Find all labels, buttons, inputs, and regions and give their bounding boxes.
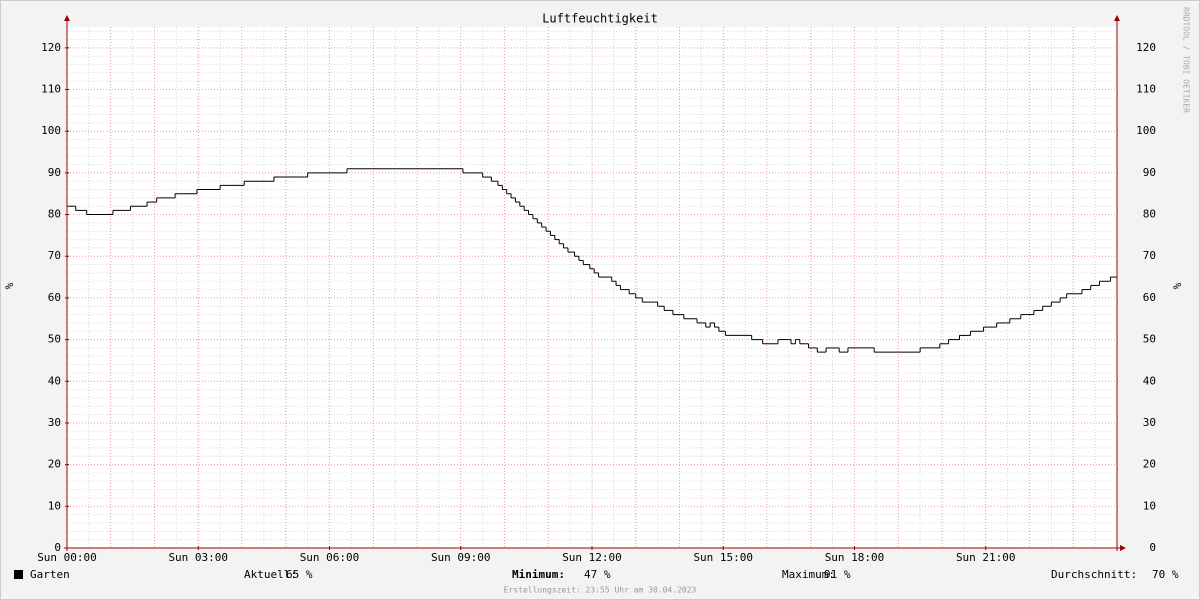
x-tick-label: Sun 03:00: [168, 551, 228, 564]
stat-label: Aktuell:: [244, 568, 297, 581]
axis-arrow: [1120, 545, 1126, 551]
y-tick-label: 40: [48, 374, 61, 387]
y-tick-label: 20: [48, 458, 61, 471]
y2-tick-label: 70: [1143, 249, 1156, 262]
y2-tick-label: 100: [1136, 124, 1156, 137]
axis-arrow: [64, 15, 70, 21]
legend-swatch: [14, 570, 23, 579]
y2-tick-label: 20: [1143, 458, 1156, 471]
marks: [67, 168, 1117, 353]
chart-title: Luftfeuchtigkeit: [542, 12, 658, 26]
footer: Erstellungszeit: 23:55 Uhr am 30.04.2023: [504, 586, 697, 595]
watermark: RRDTOOL / TOBI OETIKER: [1182, 7, 1191, 113]
y2-tick-label: 10: [1143, 499, 1156, 512]
y2-tick-label: 30: [1143, 416, 1156, 429]
axis-arrow: [1114, 15, 1120, 21]
y-tick-label: 70: [48, 249, 61, 262]
x-tick-label: Sun 18:00: [825, 551, 885, 564]
stat-label: Maximum:: [782, 568, 835, 581]
y2-tick-label: 90: [1143, 166, 1156, 179]
y-axis-label: %: [3, 282, 16, 289]
y2-axis-label: %: [1171, 282, 1184, 289]
stat-value: 70 %: [1152, 568, 1179, 581]
stat-value: 91 %: [824, 568, 851, 581]
y-tick-label: 90: [48, 166, 61, 179]
y2-tick-label: 0: [1149, 541, 1156, 554]
y-tick-label: 120: [41, 41, 61, 54]
stat-value: 65 %: [286, 568, 313, 581]
y-tick-label: 50: [48, 333, 61, 346]
x-tick-label: Sun 15:00: [693, 551, 753, 564]
grid: [66, 27, 1118, 549]
x-tick-label: Sun 21:00: [956, 551, 1016, 564]
y2-tick-label: 120: [1136, 41, 1156, 54]
y-tick-label: 110: [41, 83, 61, 96]
plot-area: [67, 27, 1117, 548]
legend-label: Garten: [30, 568, 70, 581]
stat-label: Durchschnitt:: [1051, 568, 1137, 581]
y-tick-label: 60: [48, 291, 61, 304]
y-tick-label: 10: [48, 499, 61, 512]
y2-tick-label: 50: [1143, 333, 1156, 346]
y2-tick-label: 60: [1143, 291, 1156, 304]
x-tick-label: Sun 12:00: [562, 551, 622, 564]
x-tick-label: Sun 09:00: [431, 551, 491, 564]
stat-value: 47 %: [584, 568, 611, 581]
y-tick-label: 30: [48, 416, 61, 429]
x-tick-label: Sun 06:00: [300, 551, 360, 564]
y2-tick-label: 110: [1136, 83, 1156, 96]
stat-label: Minimum:: [512, 568, 565, 581]
x-tick-label: Sun 00:00: [37, 551, 97, 564]
y2-tick-label: 80: [1143, 208, 1156, 221]
y-tick-label: 0: [54, 541, 61, 554]
axes: 0 0 10 10 20 20 30 30 40 40 50 50 60 60 70 70 80 80 90 90 10…: [37, 15, 1156, 564]
y-tick-label: 100: [41, 124, 61, 137]
y2-tick-label: 40: [1143, 374, 1156, 387]
y-tick-label: 80: [48, 208, 61, 221]
